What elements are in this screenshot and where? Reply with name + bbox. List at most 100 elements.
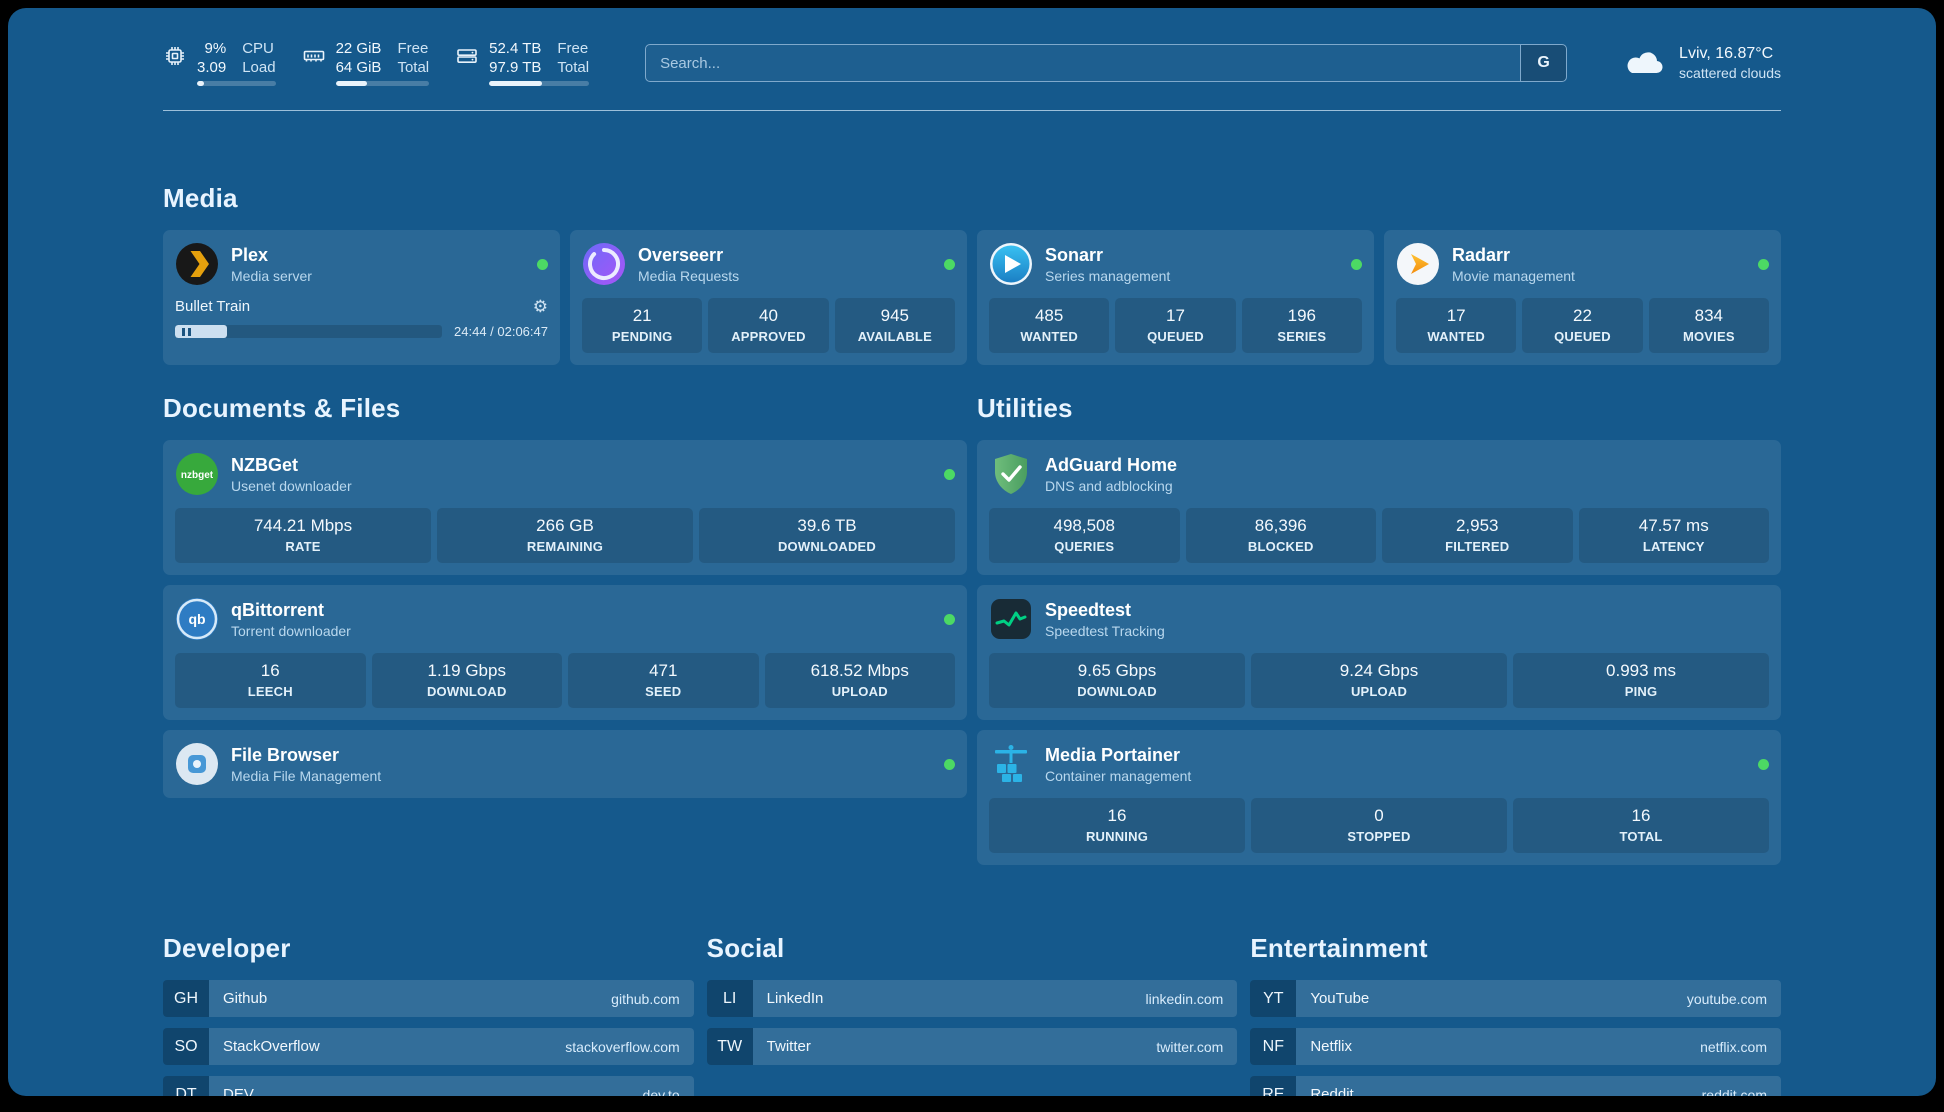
section-developer: Developer GH Github github.com SO StackO…	[163, 933, 694, 1096]
sonarr-icon	[989, 242, 1033, 286]
stat: 40 APPROVED	[708, 298, 829, 353]
stat-label: APPROVED	[731, 329, 806, 344]
playback-progress[interactable]	[175, 325, 443, 338]
stat: 744.21 Mbps RATE	[175, 508, 431, 563]
cpu-widget: 9% CPU 3.09 Load	[163, 40, 276, 86]
status-dot	[944, 758, 955, 770]
bookmark-stackoverflow[interactable]: SO StackOverflow stackoverflow.com	[163, 1028, 694, 1065]
stat-value: 17	[1446, 306, 1466, 325]
bookmark-abbr: RE	[1250, 1076, 1297, 1096]
search-engine-button[interactable]: G	[1520, 45, 1567, 81]
bookmark-name: DEV	[223, 1086, 254, 1096]
stat-label: TOTAL	[1619, 829, 1663, 844]
stat: 0 STOPPED	[1251, 798, 1507, 853]
app-subtitle: Media Requests	[638, 267, 740, 284]
section-entertainment: Entertainment YT YouTube youtube.com NF …	[1250, 933, 1781, 1096]
stat: 21 PENDING	[582, 298, 703, 353]
plex-player: 24:44 / 02:06:47	[175, 324, 548, 339]
stat: 485 WANTED	[989, 298, 1110, 353]
stat-label: FILTERED	[1445, 539, 1510, 554]
app-name: Media Portainer	[1045, 744, 1181, 765]
bookmark-name: Reddit	[1310, 1086, 1354, 1096]
stat-label: AVAILABLE	[857, 329, 932, 344]
stat: 47.57 ms LATENCY	[1578, 508, 1769, 563]
bookmark-name: Github	[223, 990, 268, 1007]
stat-label: PENDING	[611, 329, 673, 344]
search-bar[interactable]: G	[645, 44, 1568, 82]
app-card-qbittorrent[interactable]: qb qBittorrent Torrent downloader 16 LEE…	[163, 585, 967, 720]
stat-label: DOWNLOAD	[1077, 684, 1157, 699]
app-card-filebrowser[interactable]: File Browser Media File Management	[163, 730, 967, 798]
stat-label: QUEUED	[1554, 329, 1611, 344]
entertainment-title: Entertainment	[1250, 933, 1428, 963]
stat-label: QUERIES	[1054, 539, 1115, 554]
stat: 498,508 QUERIES	[989, 508, 1180, 563]
bookmark-reddit[interactable]: RE Reddit reddit.com	[1250, 1076, 1781, 1096]
app-subtitle: DNS and adblocking	[1045, 477, 1173, 494]
stat-value: 16	[1631, 806, 1651, 825]
bookmark-dev[interactable]: DT DEV dev.to	[163, 1076, 694, 1096]
bookmark-url: stackoverflow.com	[565, 1038, 680, 1055]
portainer-icon	[989, 742, 1033, 786]
app-name: qBittorrent	[231, 599, 324, 620]
bookmark-youtube[interactable]: YT YouTube youtube.com	[1250, 980, 1781, 1017]
search-input[interactable]	[646, 45, 1521, 81]
app-card-speedtest[interactable]: Speedtest Speedtest Tracking 9.65 Gbps D…	[977, 585, 1781, 720]
stat: 618.52 Mbps UPLOAD	[764, 653, 955, 708]
filebrowser-icon	[175, 742, 219, 786]
bookmark-netflix[interactable]: NF Netflix netflix.com	[1250, 1028, 1781, 1065]
stat: 16 TOTAL	[1513, 798, 1769, 853]
bookmark-name: StackOverflow	[223, 1038, 320, 1055]
bookmark-url: dev.to	[642, 1086, 680, 1097]
gear-icon[interactable]: ⚙	[532, 297, 548, 316]
app-card-plex[interactable]: Plex Media server Bullet Train ⚙	[163, 230, 560, 365]
app-card-nzbget[interactable]: nzbget NZBGet Usenet downloader 744.21 M…	[163, 440, 967, 575]
app-card-portainer[interactable]: Media Portainer Container management 16 …	[977, 730, 1781, 865]
stat-label: WANTED	[1427, 329, 1485, 344]
stat: 834 MOVIES	[1648, 298, 1769, 353]
bookmark-abbr: SO	[163, 1028, 209, 1065]
stats-row: 17 WANTED 22 QUEUED 834 MOVIES	[1396, 298, 1769, 353]
app-name: Radarr	[1452, 244, 1511, 265]
bookmark-url: linkedin.com	[1145, 990, 1224, 1007]
bookmark-name: LinkedIn	[766, 990, 824, 1007]
stat: 266 GB REMAINING	[437, 508, 693, 563]
memory-icon	[302, 44, 326, 68]
app-name: Plex	[231, 244, 269, 265]
bookmark-name: YouTube	[1310, 990, 1370, 1007]
status-dot	[944, 468, 955, 480]
stat-value: 266 GB	[536, 516, 594, 535]
pause-icon[interactable]	[182, 327, 191, 336]
stat-label: MOVIES	[1682, 329, 1735, 344]
bookmark-twitter[interactable]: TW Twitter twitter.com	[706, 1028, 1238, 1065]
app-subtitle: Usenet downloader	[231, 477, 352, 494]
app-card-adguard[interactable]: AdGuard Home DNS and adblocking 498,508 …	[977, 440, 1781, 575]
app-card-radarr[interactable]: Radarr Movie management 17 WANTED 22 QUE…	[1384, 230, 1781, 365]
bookmark-url: github.com	[611, 990, 680, 1007]
plex-icon	[175, 242, 219, 286]
stat-label: UPLOAD	[831, 684, 888, 699]
stat-value: 744.21 Mbps	[253, 516, 353, 535]
memory-widget: 22 GiB Free 64 GiB Total	[302, 40, 430, 86]
stats-row: 485 WANTED 17 QUEUED 196 SERIES	[989, 298, 1362, 353]
stat-value: 47.57 ms	[1638, 516, 1709, 535]
section-social: Social LI LinkedIn linkedin.com TW Twitt…	[706, 933, 1238, 1096]
stat: 0.993 ms PING	[1513, 653, 1769, 708]
stat-label: BLOCKED	[1247, 539, 1314, 554]
bookmark-abbr: GH	[163, 980, 209, 1017]
bookmark-github[interactable]: GH Github github.com	[163, 980, 694, 1017]
stat-value: 2,953	[1455, 516, 1499, 535]
cpu-label-bottom: Load	[242, 59, 276, 76]
stat-value: 9.65 Gbps	[1077, 661, 1157, 680]
storage-free: 52.4 TB	[489, 40, 542, 57]
bookmark-linkedin[interactable]: LI LinkedIn linkedin.com	[706, 980, 1238, 1017]
app-subtitle: Movie management	[1452, 267, 1575, 284]
app-card-overseerr[interactable]: Overseerr Media Requests 21 PENDING 40 A…	[570, 230, 967, 365]
dashboard: 9% CPU 3.09 Load 22	[8, 8, 1936, 1096]
memory-free: 22 GiB	[335, 40, 382, 57]
stat-label: STOPPED	[1347, 829, 1411, 844]
stat: 22 QUEUED	[1522, 298, 1643, 353]
stat: 16 RUNNING	[989, 798, 1245, 853]
bookmark-abbr: TW	[706, 1028, 753, 1065]
app-card-sonarr[interactable]: Sonarr Series management 485 WANTED 17 Q…	[977, 230, 1374, 365]
